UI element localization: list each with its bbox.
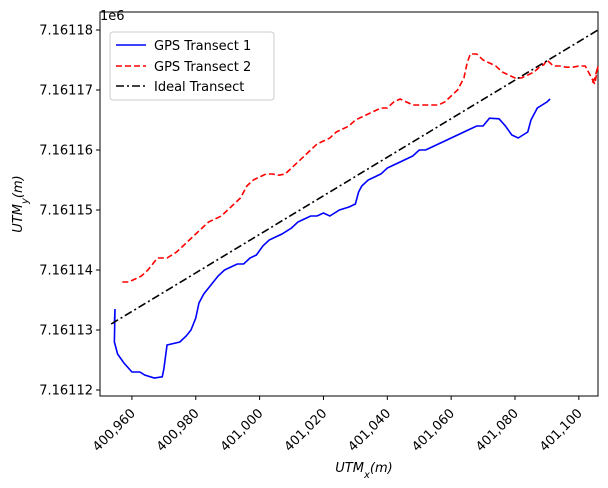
series-line-3 <box>110 29 599 325</box>
y-tick-label: 7.16112 <box>39 384 93 399</box>
x-axis-label-unit: (m) <box>370 461 393 476</box>
y-tick-label: 7.16118 <box>39 24 93 39</box>
legend-box <box>109 31 275 101</box>
legend: GPS Transect 1 GPS Transect 2 Ideal Tran… <box>109 31 275 101</box>
x-tick-label: 400,960 <box>90 406 139 455</box>
x-tick-label: 400,980 <box>154 406 203 455</box>
x-tick-label: 401,080 <box>473 406 522 455</box>
legend-label-ideal: Ideal Transect <box>154 80 244 95</box>
axes-frame <box>99 11 599 397</box>
x-axis-label-sub: x <box>363 470 370 481</box>
y-tick-label: 7.16113 <box>39 324 93 339</box>
x-tick-label: 401,040 <box>346 406 395 455</box>
plot-area <box>99 11 599 397</box>
y-tick-label: 7.16114 <box>39 264 93 279</box>
y-axis-label-main: UTM <box>11 204 26 233</box>
x-tick-label: 401,060 <box>409 406 458 455</box>
x-axis: 400,960 400,980 401,000 401,020 401,040 401,0… <box>90 396 586 455</box>
series-line-1 <box>113 98 551 379</box>
y-axis-label-sub: y <box>20 197 31 205</box>
legend-label-transect-1: GPS Transect 1 <box>154 39 251 54</box>
x-tick-label: 401,000 <box>218 406 267 455</box>
legend-label-transect-2: GPS Transect 2 <box>154 60 251 75</box>
x-tick-label: 401,100 <box>537 406 586 455</box>
series-layer <box>110 29 599 379</box>
x-tick-label: 401,020 <box>282 406 331 455</box>
y-tick-label: 7.16116 <box>39 144 93 159</box>
x-axis-label-main: UTM <box>335 461 364 476</box>
y-axis: 7.16112 7.16113 7.16114 7.16115 7.16116 7.161… <box>39 24 100 399</box>
y-tick-label: 7.16117 <box>39 84 93 99</box>
series-line-2 <box>122 53 599 283</box>
x-axis-label: UTMx(m) <box>335 461 392 481</box>
y-tick-label: 7.16115 <box>39 204 93 219</box>
y-offset-label: 1e6 <box>100 9 125 24</box>
y-axis-label-unit: (m) <box>11 175 26 198</box>
y-axis-label: UTMy(m) <box>11 175 31 232</box>
